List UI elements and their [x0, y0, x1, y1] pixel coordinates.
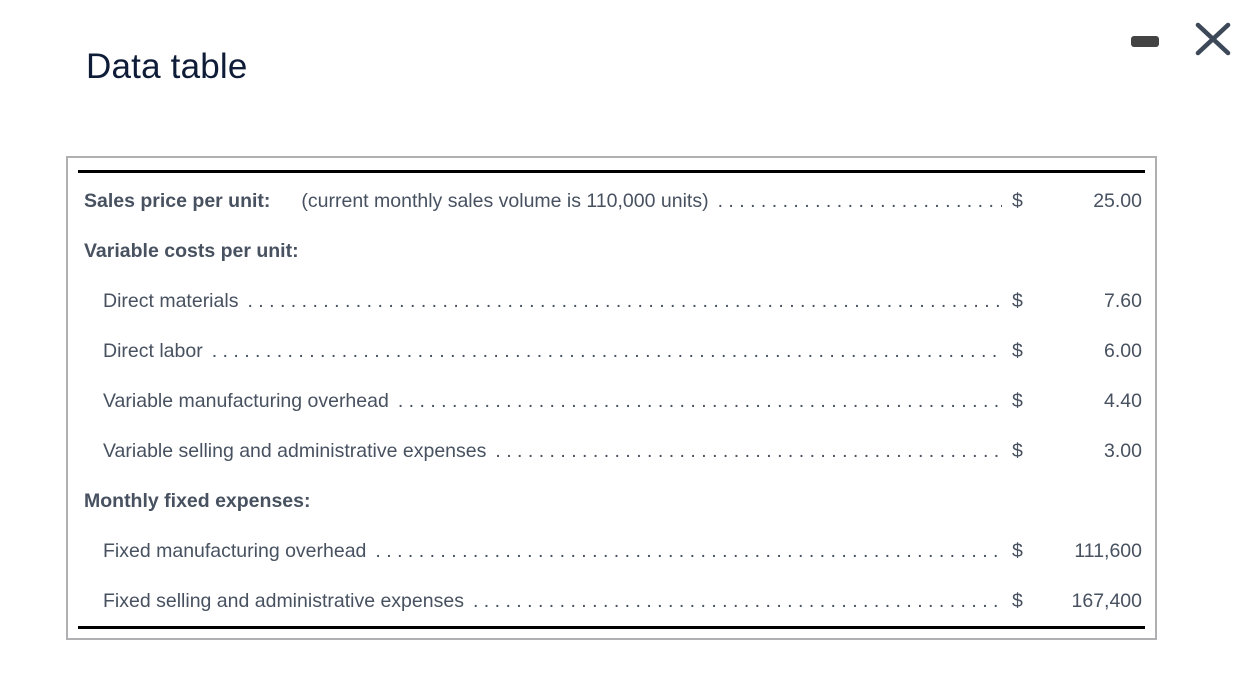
table-row: Fixed selling and administrative expense… — [68, 576, 1155, 626]
table-rows: Sales price per unit: (current monthly s… — [68, 176, 1155, 626]
row-label: Fixed manufacturing overhead — [103, 539, 367, 562]
currency-symbol: $ — [1012, 339, 1023, 362]
dot-leader: . . . . . . . . . . . . . . . . . . . . … — [375, 539, 1002, 562]
row-label: Variable costs per unit: — [84, 239, 299, 262]
table-bottom-rule — [78, 626, 1145, 629]
row-label: Fixed selling and administrative expense… — [103, 589, 464, 612]
row-amount: 167,400 — [1071, 589, 1143, 612]
currency-symbol: $ — [1012, 589, 1023, 612]
table-row: Direct labor . . . . . . . . . . . . . .… — [68, 326, 1155, 376]
row-label: Variable selling and administrative expe… — [103, 439, 487, 462]
currency-symbol: $ — [1012, 189, 1023, 212]
row-label: Direct materials — [103, 289, 239, 312]
currency-symbol: $ — [1012, 539, 1023, 562]
page-title: Data table — [86, 47, 248, 86]
table-row: Direct materials . . . . . . . . . . . .… — [68, 276, 1155, 326]
window-controls — [0, 0, 1246, 70]
dot-leader: . . . . . . . . . . . . . . . . . . . . … — [472, 589, 1002, 612]
row-amount: 6.00 — [1104, 339, 1142, 362]
row-amount: 25.00 — [1093, 189, 1142, 212]
close-icon[interactable] — [1193, 21, 1233, 57]
table-row: Monthly fixed expenses: — [68, 476, 1155, 526]
currency-symbol: $ — [1012, 389, 1023, 412]
currency-symbol: $ — [1012, 289, 1023, 312]
row-label: Monthly fixed expenses: — [84, 489, 311, 512]
dot-leader: . . . . . . . . . . . . . . . . . . . . … — [397, 389, 1002, 412]
row-label: Sales price per unit: — [84, 189, 271, 212]
dot-leader: . . . . . . . . . . . . . . . . . . . . … — [495, 439, 1002, 462]
dot-leader: . . . . . . . . . . . . . . . . . . . . … — [247, 289, 1002, 312]
row-amount: 3.00 — [1104, 439, 1142, 462]
row-amount: 111,600 — [1074, 539, 1142, 562]
minimize-icon[interactable] — [1131, 36, 1159, 47]
row-label: Variable manufacturing overhead — [103, 389, 389, 412]
table-row: Variable selling and administrative expe… — [68, 426, 1155, 476]
row-amount: 4.40 — [1104, 389, 1142, 412]
table-row: Variable costs per unit: — [68, 226, 1155, 276]
row-label: Direct labor — [103, 339, 203, 362]
dot-leader: . . . . . . . . . . . . . . . . . . . . … — [211, 339, 1002, 362]
table-row: Fixed manufacturing overhead . . . . . .… — [68, 526, 1155, 576]
table-row: Variable manufacturing overhead . . . . … — [68, 376, 1155, 426]
table-top-rule — [78, 170, 1145, 173]
dot-leader: . . . . . . . . . . . . . . . . . . . . … — [717, 189, 1002, 212]
table-row: Sales price per unit: (current monthly s… — [68, 176, 1155, 226]
row-note: (current monthly sales volume is 110,000… — [301, 189, 709, 212]
row-amount: 7.60 — [1104, 289, 1142, 312]
currency-symbol: $ — [1012, 439, 1023, 462]
data-table-card: Sales price per unit: (current monthly s… — [66, 156, 1157, 640]
